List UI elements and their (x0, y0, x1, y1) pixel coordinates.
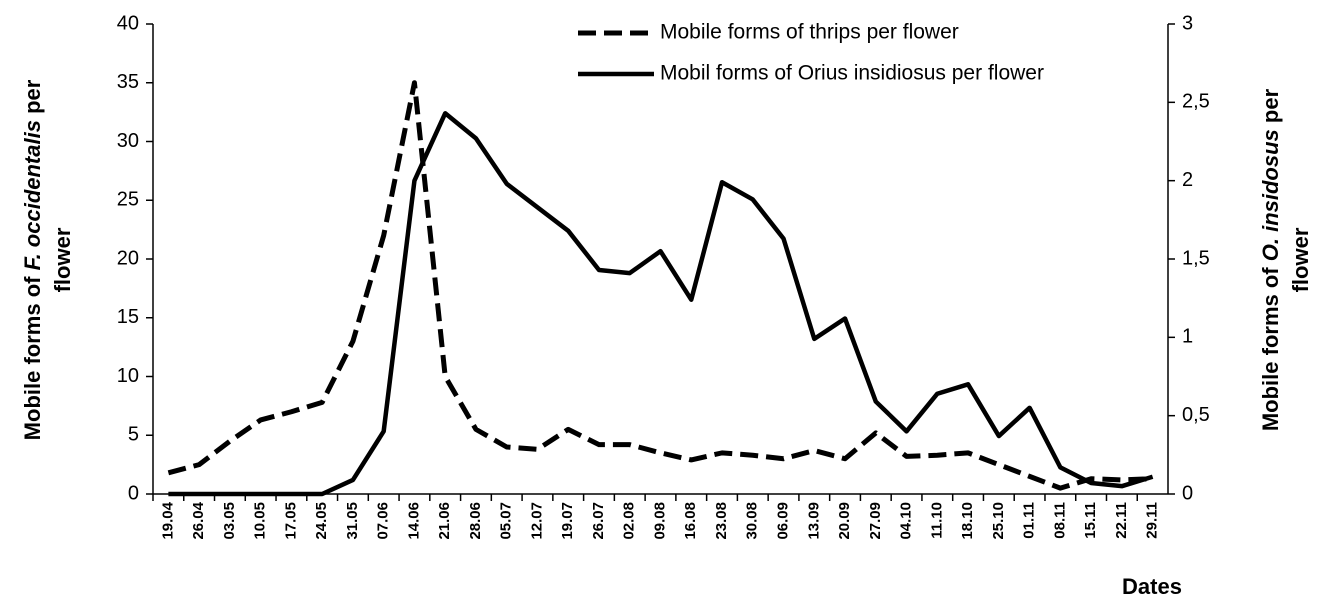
x-tick-label: 06.09 (774, 502, 791, 540)
y-label-part: per (20, 79, 45, 120)
y2-tick-label: 0 (1182, 482, 1193, 504)
y2-axis-label: Mobile forms of O. insidosus per (1258, 88, 1283, 431)
x-tick-label: 22.11 (1113, 502, 1130, 539)
x-tick-label: 05.07 (498, 502, 515, 540)
x-tick-label: 07.06 (375, 502, 392, 540)
x-tick-label: 25.10 (990, 502, 1007, 540)
y2-tick-label: 2,5 (1182, 91, 1210, 113)
y-label-part: F. occidentalis (20, 120, 45, 270)
y2-tick-label: 1,5 (1182, 247, 1210, 269)
y-tick-label: 0 (128, 482, 139, 504)
x-tick-label: 26.07 (590, 502, 607, 540)
y2-tick-label: 1 (1182, 326, 1193, 348)
x-tick-label: 13.09 (805, 502, 822, 540)
series-line (168, 111, 1154, 497)
series-line (167, 80, 1153, 491)
y-tick-label: 15 (117, 306, 139, 328)
y2-tick-label: 0,5 (1182, 404, 1210, 426)
x-tick-label: 08.11 (1051, 502, 1068, 539)
x-tick-label: 04.10 (898, 502, 915, 540)
x-tick-label: 18.10 (959, 502, 976, 540)
y2-tick-label: 2 (1182, 169, 1193, 191)
y-tick-label: 5 (128, 424, 139, 446)
y-tick-label: 35 (117, 71, 139, 93)
y2-label-part: Mobile forms of (1258, 261, 1283, 431)
x-tick-label: 23.08 (713, 502, 730, 540)
x-tick-label: 27.09 (867, 502, 884, 540)
y-axis-label: Mobile forms of F. occidentalis per (20, 79, 45, 440)
y2-label-part: per (1258, 88, 1283, 129)
x-tick-label: 19.07 (559, 502, 576, 540)
x-tick-label: 21.06 (436, 502, 453, 540)
x-tick-label: 11.10 (928, 502, 945, 539)
y-label-part: Mobile forms of (20, 270, 45, 440)
x-tick-label: 29.11 (1144, 502, 1161, 539)
y2-axis-label: flower (1288, 227, 1313, 292)
y2-tick-label: 3 (1182, 12, 1193, 34)
x-tick-label: 31.05 (344, 502, 361, 540)
x-tick-label: 01.11 (1021, 502, 1038, 539)
y-tick-label: 10 (117, 365, 139, 387)
x-tick-label: 28.06 (467, 502, 484, 540)
x-tick-label: 30.08 (744, 502, 761, 540)
y2-label-part: O. insidosus (1258, 129, 1283, 261)
x-tick-label: 16.08 (682, 502, 699, 540)
x-tick-label: 10.05 (252, 502, 269, 540)
y-tick-label: 30 (117, 130, 139, 152)
legend-label: Mobil forms of Orius insidiosus per flow… (660, 62, 1044, 85)
legend-label: Mobile forms of thrips per flower (660, 21, 959, 44)
x-tick-label: 02.08 (621, 502, 638, 540)
x-tick-label: 17.05 (282, 502, 299, 540)
x-tick-label: 24.05 (313, 502, 330, 540)
x-tick-label: 14.06 (405, 502, 422, 540)
x-axis-label: Dates (1122, 574, 1182, 599)
y-tick-label: 20 (117, 247, 139, 269)
x-tick-label: 09.08 (651, 502, 668, 540)
x-tick-label: 12.07 (528, 502, 545, 540)
y-tick-label: 40 (117, 12, 139, 34)
x-tick-label: 15.11 (1082, 502, 1099, 539)
x-tick-label: 26.04 (190, 501, 207, 539)
x-tick-label: 19.04 (159, 501, 176, 539)
y-tick-label: 25 (117, 189, 139, 211)
x-tick-label: 20.09 (836, 502, 853, 540)
y-axis-label: flower (50, 227, 75, 292)
x-tick-label: 03.05 (221, 502, 238, 540)
